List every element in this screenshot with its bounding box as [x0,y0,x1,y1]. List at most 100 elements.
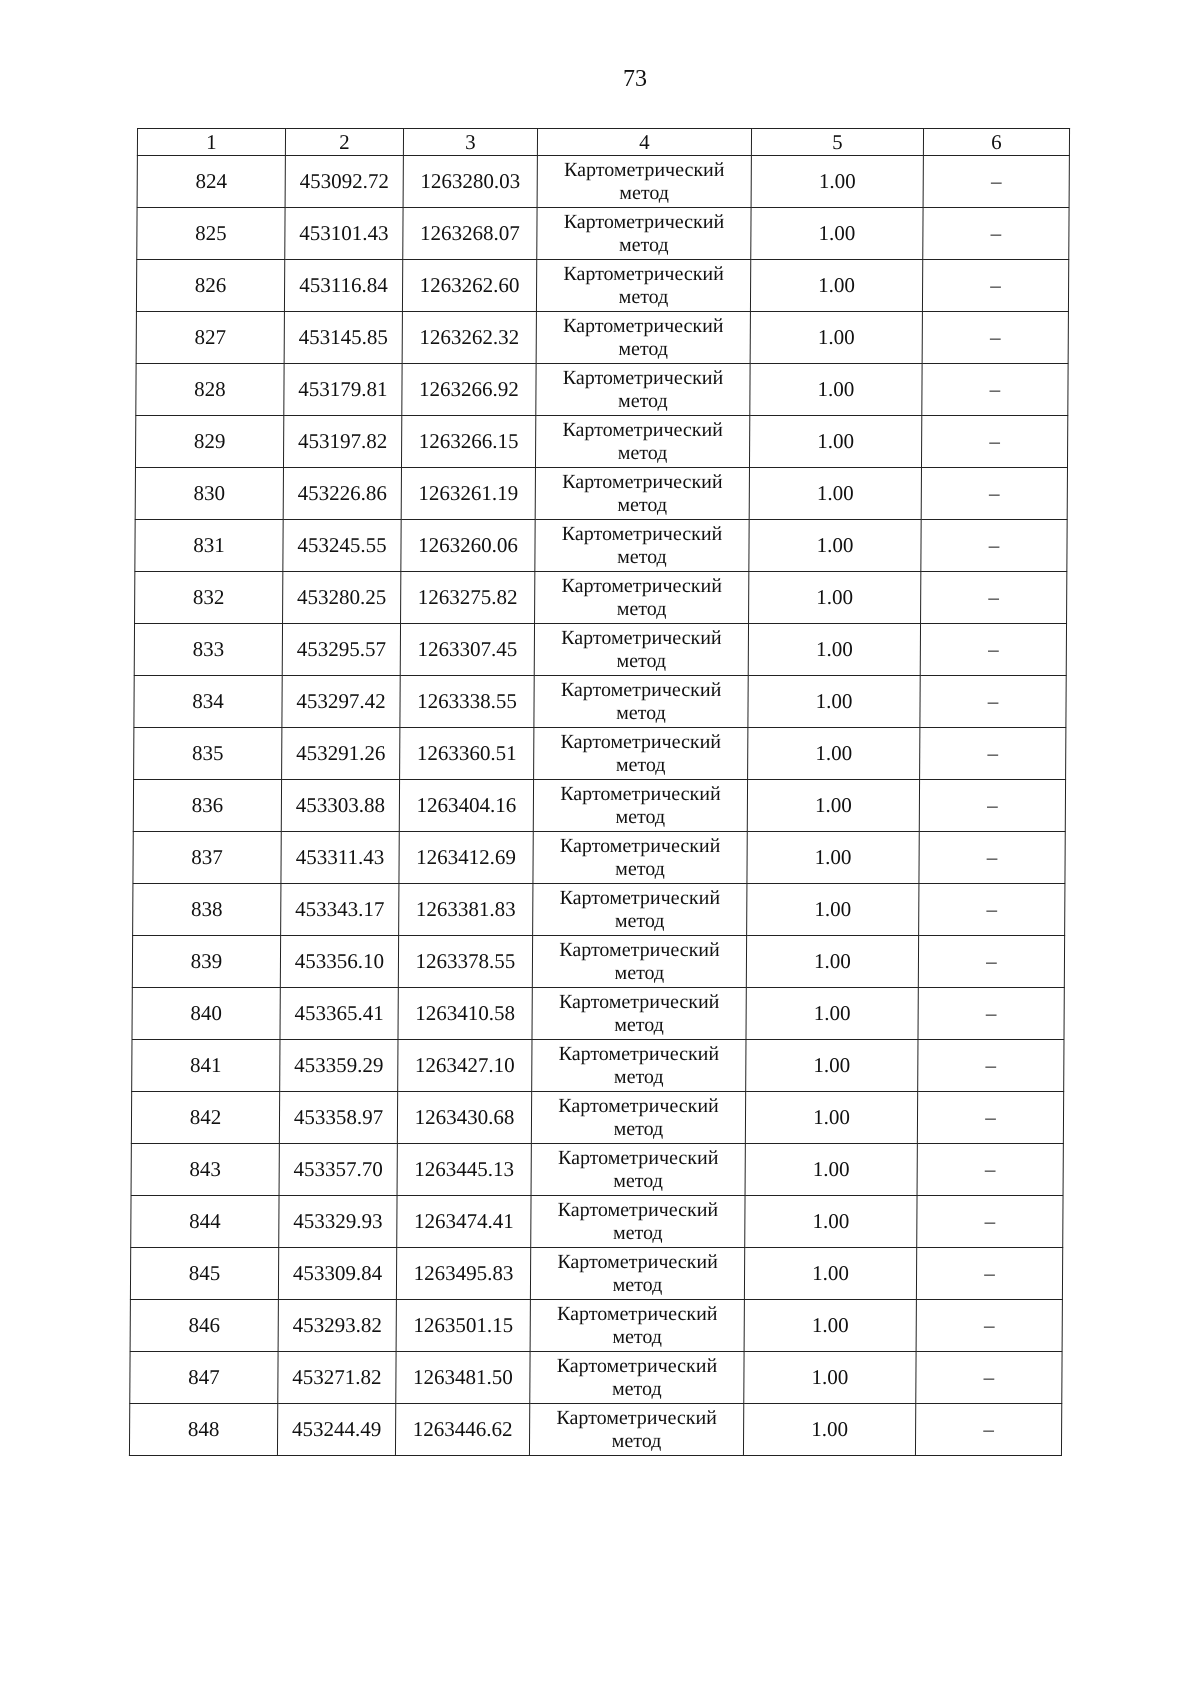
note-cell: – [922,207,1070,260]
method-cell: Картометрический метод [529,1403,744,1456]
point-number-cell: 846 [130,1299,279,1352]
table-row: 842 453358.97 1263430.68 Картометрический м… [131,1091,1064,1144]
x-coordinate-cell: 453365.41 [279,987,399,1040]
method-cell: Картометрический метод [536,259,751,312]
x-coordinate-cell: 453245.55 [282,519,402,572]
y-coordinate-cell: 1263260.06 [400,519,536,572]
table-row: 839 453356.10 1263378.55 Картометрический м… [132,935,1065,988]
column-header: 1 [137,128,286,156]
table-row: 832 453280.25 1263275.82 Картометрический м… [134,571,1067,624]
accuracy-cell: 1.00 [750,311,923,364]
note-cell: – [918,883,1065,936]
point-number-cell: 831 [134,519,284,572]
table-row: 840 453365.41 1263410.58 Картометрический м… [131,987,1065,1040]
accuracy-cell: 1.00 [745,987,919,1040]
y-coordinate-cell: 1263266.92 [401,363,537,416]
table-row: 833 453295.57 1263307.45 Картометрический м… [134,623,1067,676]
point-number-cell: 835 [133,727,282,780]
accuracy-cell: 1.00 [745,1143,918,1196]
x-coordinate-cell: 453179.81 [283,363,403,416]
x-coordinate-cell: 453309.84 [278,1247,397,1300]
method-cell: Картометрический метод [536,207,752,260]
accuracy-cell: 1.00 [749,363,923,416]
y-coordinate-cell: 1263495.83 [396,1247,531,1300]
accuracy-cell: 1.00 [746,935,919,988]
y-coordinate-cell: 1263261.19 [401,467,536,520]
y-coordinate-cell: 1263501.15 [396,1299,531,1352]
y-coordinate-cell: 1263481.50 [395,1351,531,1404]
table-row: 824 453092.72 1263280.03 Картометрический м… [137,155,1070,208]
x-coordinate-cell: 453311.43 [280,831,400,884]
note-cell: – [922,311,1069,364]
y-coordinate-cell: 1263446.62 [395,1403,530,1456]
method-cell: Картометрический метод [532,883,747,936]
y-coordinate-cell: 1263404.16 [399,779,534,832]
point-number-cell: 833 [134,623,283,676]
point-number-cell: 845 [130,1247,279,1300]
accuracy-cell: 1.00 [743,1403,916,1456]
point-number-cell: 839 [132,935,281,988]
method-cell: Картометрический метод [534,519,750,572]
method-cell: Картометрический метод [531,1039,746,1092]
x-coordinate-cell: 453092.72 [285,155,404,208]
x-coordinate-cell: 453358.97 [279,1091,398,1144]
accuracy-cell: 1.00 [749,467,922,520]
y-coordinate-cell: 1263381.83 [398,883,533,936]
method-cell: Картометрический метод [534,571,749,624]
x-coordinate-cell: 453357.70 [279,1143,398,1196]
method-cell: Картометрический метод [531,1091,746,1144]
method-cell: Картометрический метод [532,831,748,884]
y-coordinate-cell: 1263307.45 [400,623,535,676]
note-cell: – [918,935,1065,988]
point-number-cell: 842 [131,1091,280,1144]
method-cell: Картометрический метод [531,987,747,1040]
y-coordinate-cell: 1263360.51 [399,727,534,780]
x-coordinate-cell: 453244.49 [277,1403,396,1456]
point-number-cell: 832 [134,571,283,624]
point-number-cell: 827 [136,311,285,364]
accuracy-cell: 1.00 [747,779,920,832]
note-cell: – [917,1039,1064,1092]
x-coordinate-cell: 453291.26 [281,727,400,780]
method-cell: Картометрический метод [530,1247,745,1300]
note-cell: – [920,519,1068,572]
x-coordinate-cell: 453197.82 [283,415,402,468]
note-cell: – [917,987,1065,1040]
note-cell: – [917,1091,1064,1144]
note-cell: – [919,727,1066,780]
method-cell: Картометрический метод [537,155,752,208]
x-coordinate-cell: 453293.82 [278,1299,397,1352]
table-row: 837 453311.43 1263412.69 Картометрический м… [132,831,1066,884]
y-coordinate-cell: 1263280.03 [403,155,538,208]
table-row: 830 453226.86 1263261.19 Картометрический м… [135,467,1068,520]
x-coordinate-cell: 453271.82 [277,1351,397,1404]
method-cell: Картометрический метод [533,779,748,832]
table-row: 825 453101.43 1263268.07 Картометрический м… [136,207,1070,260]
point-number-cell: 836 [133,779,282,832]
point-number-cell: 843 [131,1143,280,1196]
y-coordinate-cell: 1263262.60 [402,259,537,312]
table-row: 836 453303.88 1263404.16 Картометрический м… [133,779,1066,832]
y-coordinate-cell: 1263262.32 [402,311,537,364]
note-cell: – [919,675,1067,728]
y-coordinate-cell: 1263268.07 [402,207,538,260]
point-number-cell: 848 [129,1403,278,1456]
note-cell: – [921,363,1069,416]
column-header: 3 [403,128,538,156]
column-header: 5 [751,128,924,156]
table-row: 841 453359.29 1263427.10 Картометрический м… [131,1039,1064,1092]
table-row: 843 453357.70 1263445.13 Картометрический м… [131,1143,1064,1196]
accuracy-cell: 1.00 [744,1247,917,1300]
table-row: 846 453293.82 1263501.15 Картометрический м… [130,1299,1063,1352]
x-coordinate-cell: 453359.29 [279,1039,398,1092]
point-number-cell: 844 [130,1195,280,1248]
table-row: 835 453291.26 1263360.51 Картометрический м… [133,727,1066,780]
x-coordinate-cell: 453343.17 [280,883,399,936]
point-number-cell: 847 [129,1351,279,1404]
method-cell: Картометрический метод [531,1143,746,1196]
table-row: 827 453145.85 1263262.32 Картометрический м… [136,311,1069,364]
y-coordinate-cell: 1263266.15 [401,415,536,468]
accuracy-cell: 1.00 [750,259,923,312]
accuracy-cell: 1.00 [746,831,920,884]
